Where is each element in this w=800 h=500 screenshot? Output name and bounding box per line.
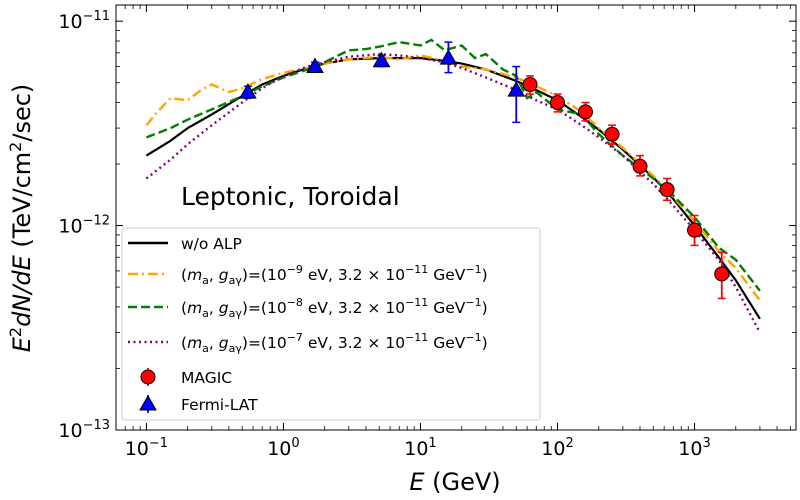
legend-label-0: w/o ALP xyxy=(181,235,242,253)
legend-label-1: (ma, gaγ)=(10−9 eV, 3.2 × 10−11 GeV−1) xyxy=(181,263,488,287)
points-layer xyxy=(238,41,730,300)
magic-point xyxy=(632,158,648,174)
x-axis-label-text: E (GeV) xyxy=(409,468,500,496)
legend-box xyxy=(121,227,541,421)
fermi-lat-point xyxy=(507,81,526,97)
y-axis-label-text: E2dN/dE (TeV/cm2/sec) xyxy=(6,84,36,353)
x-tick-label: 101 xyxy=(404,436,436,460)
y-tick-label: 10−12 xyxy=(58,214,110,238)
magic-point xyxy=(550,95,566,111)
fermi-lat-point xyxy=(439,49,458,65)
y-tick-label: 10−11 xyxy=(58,9,110,33)
magic-point xyxy=(714,266,730,282)
magic-point xyxy=(522,77,538,93)
legend-label-fermi-lat: Fermi-LAT xyxy=(181,396,258,414)
magic-point xyxy=(687,222,703,238)
plot-frame xyxy=(115,4,797,431)
legend-label-2: (ma, gaγ)=(10−8 eV, 3.2 × 10−11 GeV−1) xyxy=(181,296,488,320)
x-tick-label: 100 xyxy=(267,436,299,460)
magic-point xyxy=(604,126,620,142)
tick-labels: 10−1 100 101 102 103 10−13 10−12 10−11 xyxy=(58,9,710,460)
y-tick-label: 10−13 xyxy=(58,418,110,442)
y-axis-label: E2dN/dE (TeV/cm2/sec) xyxy=(6,84,36,353)
minor-ticks xyxy=(116,5,796,430)
magic-point xyxy=(659,182,675,198)
fermi-lat-point xyxy=(238,83,257,99)
x-axis-label: E (GeV) xyxy=(409,468,500,496)
legend-label-3: (ma, gaγ)=(10−7 eV, 3.2 × 10−11 GeV−1) xyxy=(181,331,488,355)
series-line-1 xyxy=(145,54,761,302)
magic-point xyxy=(577,104,593,120)
x-tick-label: 103 xyxy=(678,436,710,460)
legend-fermi-marker xyxy=(139,394,157,411)
x-tick-label: 10−1 xyxy=(125,436,168,460)
fermi-lat-point xyxy=(372,51,391,68)
fermi-lat-point xyxy=(306,57,324,74)
x-tick-label: 102 xyxy=(541,436,573,460)
annotation-text: Leptonic, Toroidal xyxy=(181,182,400,211)
legend: w/o ALP (ma, gaγ)=(10−9 eV, 3.2 × 10−11 G… xyxy=(121,227,541,421)
legend-label-magic: MAGIC xyxy=(181,369,232,387)
legend-magic-marker xyxy=(140,369,156,385)
